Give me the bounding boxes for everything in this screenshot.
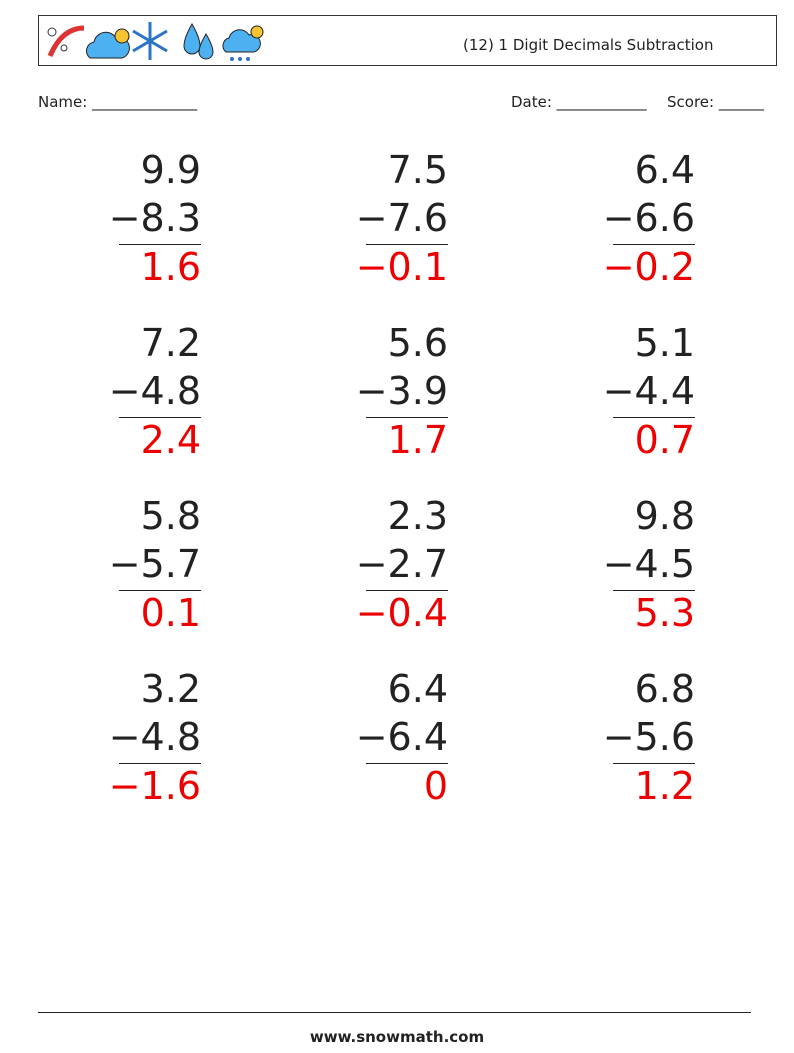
answer: −0.1 — [355, 245, 448, 289]
minuend: 5.8 — [140, 494, 201, 538]
answer-rule — [366, 763, 448, 764]
subtrahend: −8.3 — [108, 196, 201, 240]
subtrahend: −5.6 — [602, 715, 695, 759]
minuend: 5.1 — [634, 321, 695, 365]
answer-rule — [119, 244, 201, 245]
subtrahend: −4.8 — [108, 715, 201, 759]
minuend: 6.4 — [634, 148, 695, 192]
answer: 1.2 — [634, 764, 695, 808]
subtrahend: −5.7 — [108, 542, 201, 586]
minuend: 6.4 — [387, 667, 448, 711]
answer: −1.6 — [108, 764, 201, 808]
minuend: 3.2 — [140, 667, 201, 711]
answer-rule — [119, 763, 201, 764]
footer-site: www.snowmath.com — [309, 1028, 485, 1046]
answer: 1.6 — [140, 245, 201, 289]
answer-rule — [119, 417, 201, 418]
subtrahend: −6.6 — [602, 196, 695, 240]
answer-rule — [366, 417, 448, 418]
answer-rule — [613, 417, 695, 418]
answer-rule — [119, 590, 201, 591]
subtrahend: −3.9 — [355, 369, 448, 413]
answer: 5.3 — [634, 591, 695, 635]
answer: 0.1 — [140, 591, 201, 635]
subtrahend: −4.4 — [602, 369, 695, 413]
minuend: 2.3 — [387, 494, 448, 538]
minuend: 5.6 — [387, 321, 448, 365]
answer: 0.7 — [634, 418, 695, 462]
minuend: 9.9 — [140, 148, 201, 192]
title: (12) 1 Digit Decimals Subtraction — [463, 36, 714, 54]
minuend: 6.8 — [634, 667, 695, 711]
subtrahend: −6.4 — [355, 715, 448, 759]
answer-rule — [366, 244, 448, 245]
subtrahend: −4.8 — [108, 369, 201, 413]
answer: 1.7 — [387, 418, 448, 462]
footer-rule — [38, 1012, 751, 1013]
minuend: 9.8 — [634, 494, 695, 538]
subtrahend: −2.7 — [355, 542, 448, 586]
answer: 0 — [423, 764, 448, 808]
minuend: 7.2 — [140, 321, 201, 365]
subtrahend: −7.6 — [355, 196, 448, 240]
answer: −0.4 — [355, 591, 448, 635]
score-field: Score: ______ — [667, 93, 764, 111]
name-field: Name: ______________ — [38, 93, 198, 111]
answer-rule — [613, 590, 695, 591]
header-icons — [47, 22, 264, 61]
subtrahend: −4.5 — [602, 542, 695, 586]
date-field: Date: ____________ — [511, 93, 647, 111]
answer-rule — [366, 590, 448, 591]
header-box — [38, 15, 777, 66]
minuend: 7.5 — [387, 148, 448, 192]
answer-rule — [613, 763, 695, 764]
answer: 2.4 — [140, 418, 201, 462]
answer: −0.2 — [602, 245, 695, 289]
answer-rule — [613, 244, 695, 245]
